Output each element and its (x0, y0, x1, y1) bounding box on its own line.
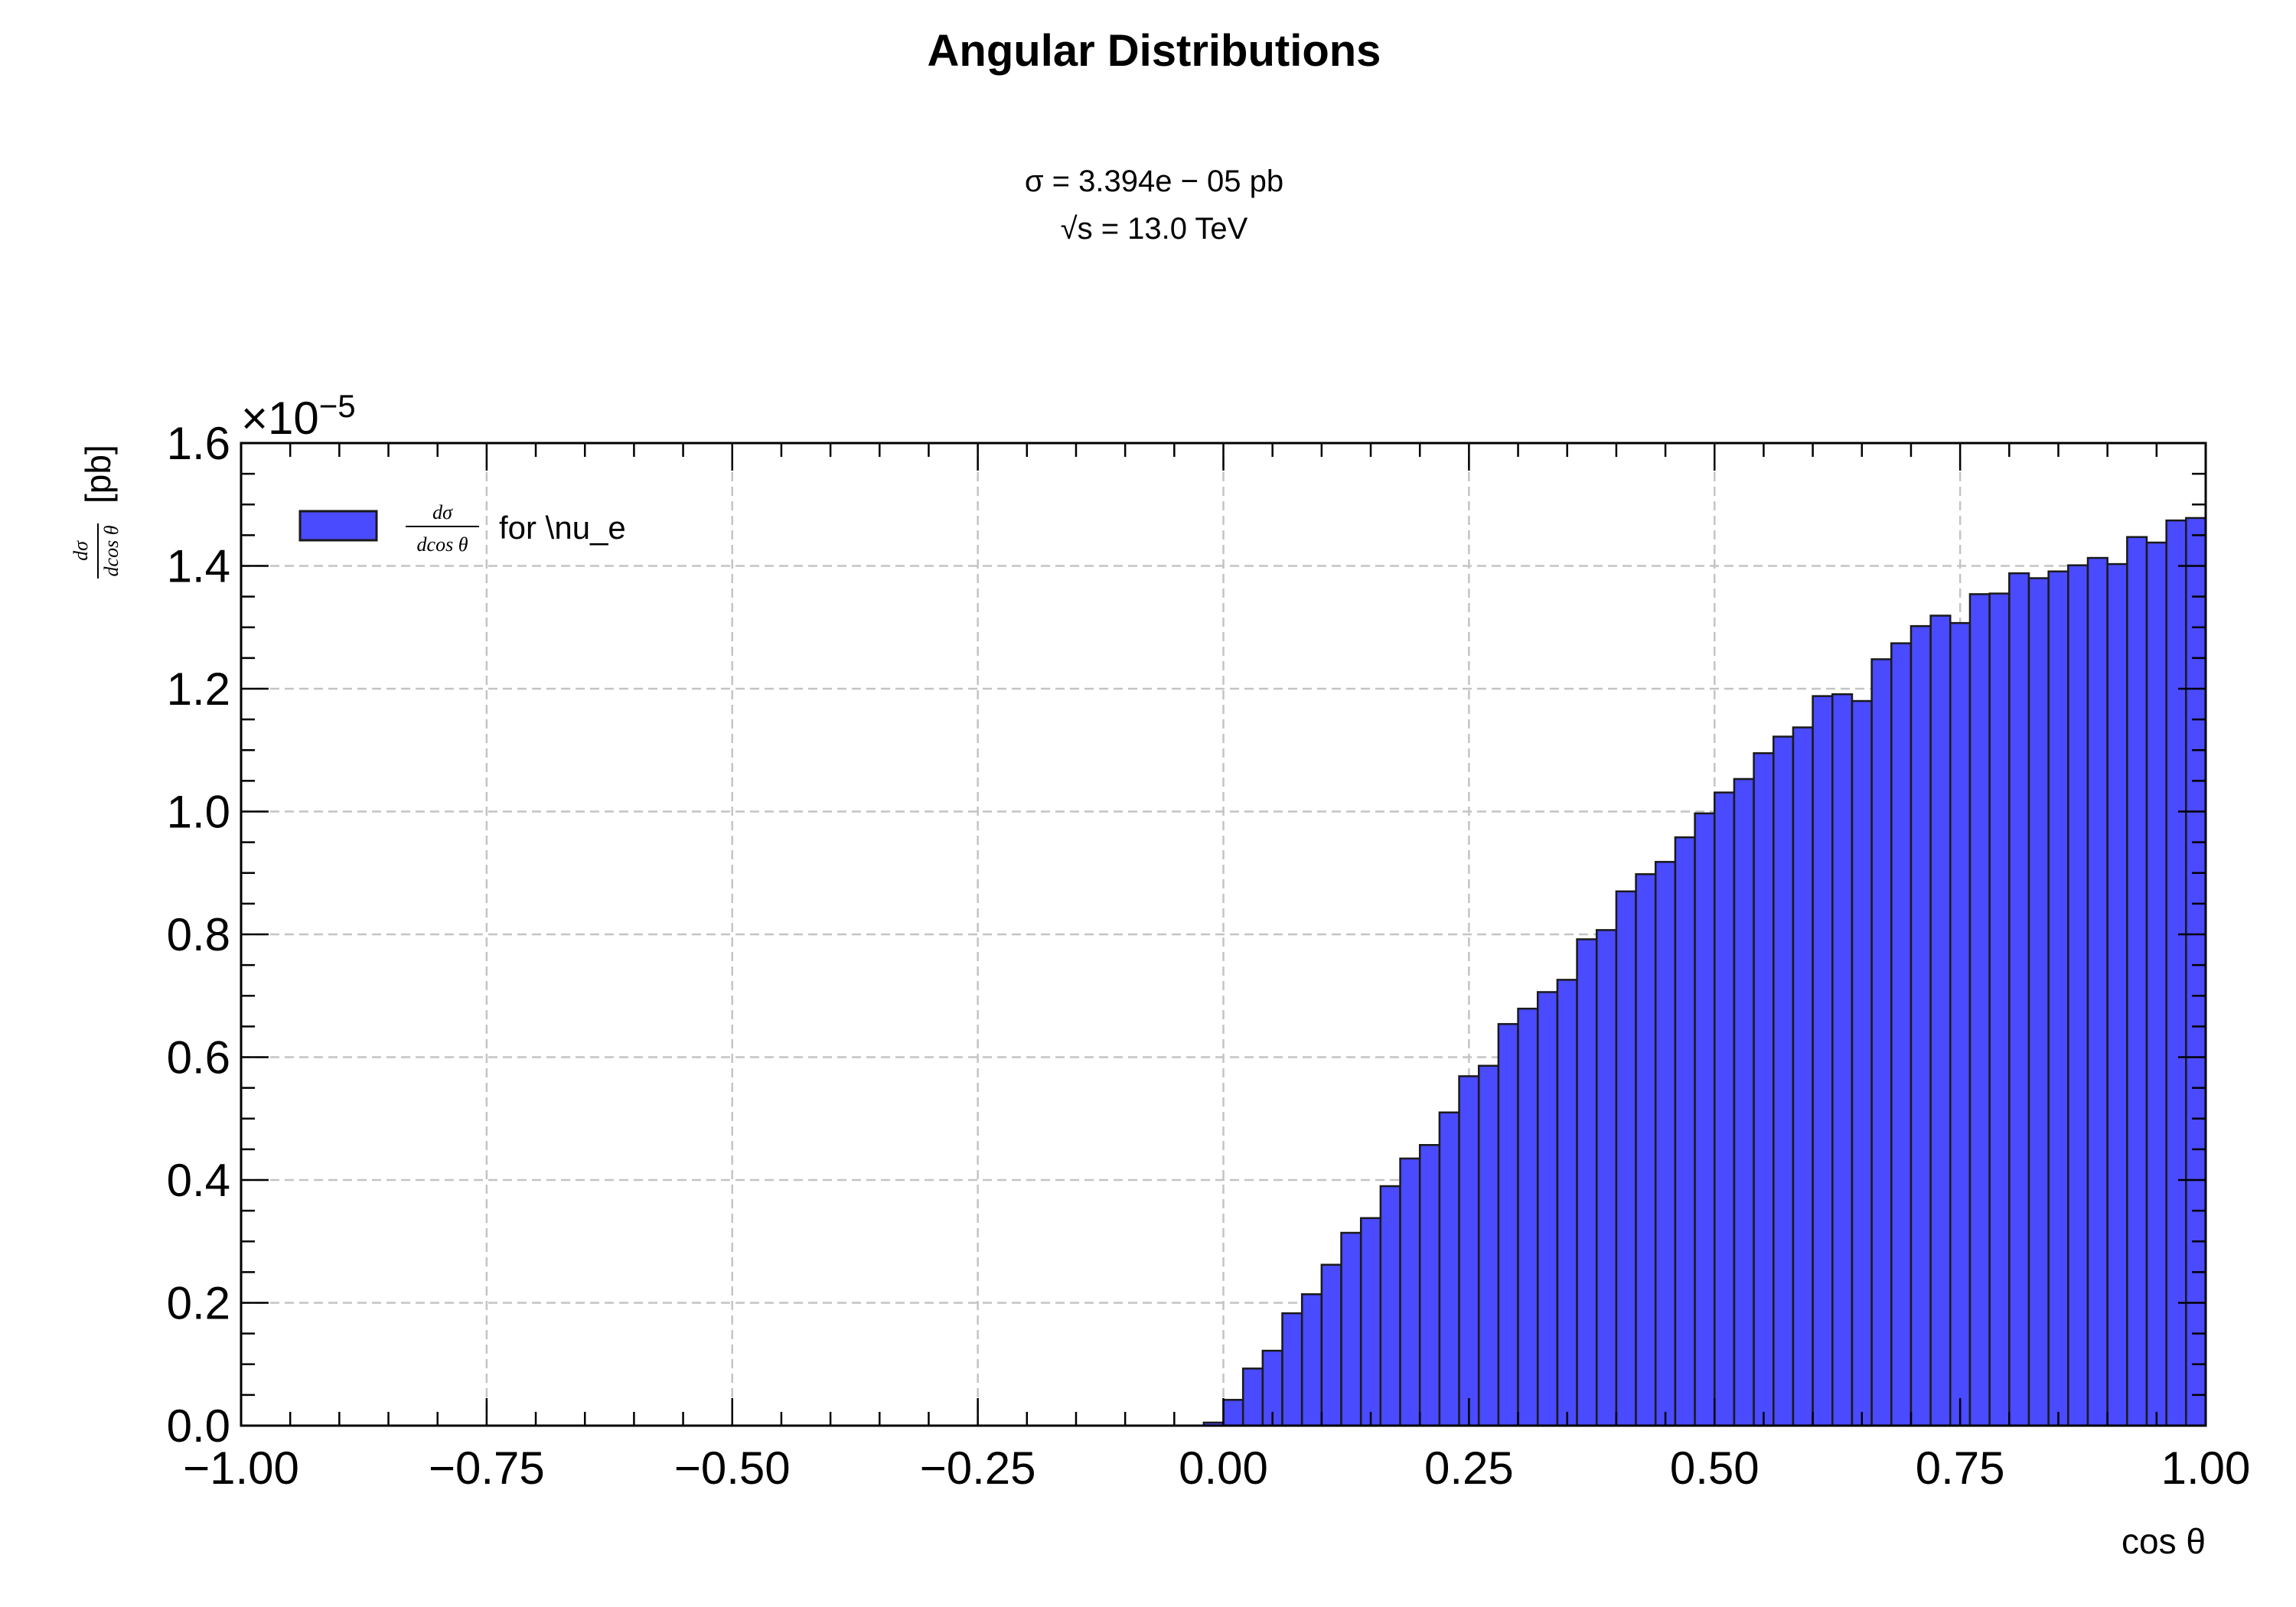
x-tick-label: −0.50 (674, 1442, 791, 1494)
histogram-bar (1870, 658, 1893, 1427)
svg-text:[pb]: [pb] (78, 445, 118, 504)
cross-section-label: σ = 3.394e − 05 pb (1025, 165, 1283, 198)
histogram-bar (1340, 1231, 1362, 1427)
histogram-bar (2027, 577, 2050, 1427)
histogram-bar (2067, 564, 2089, 1427)
histogram-bar (1300, 1293, 1323, 1427)
histogram-bar (1890, 642, 1913, 1427)
y-tick-labels: 0.0 0.2 0.4 0.6 0.8 1.0 1.2 1.4 1.6 (167, 418, 230, 1452)
histogram-bar (1497, 1022, 1519, 1427)
chart-title: Angular Distributions (928, 26, 1381, 76)
svg-text:dσ: dσ (70, 540, 92, 561)
histogram-bar (1910, 624, 1932, 1427)
axis-ticks (240, 442, 2207, 1427)
svg-text:dcos θ: dcos θ (100, 525, 122, 576)
y-tick-label: 0.8 (167, 909, 230, 960)
histogram-bar (1949, 621, 1971, 1427)
legend-label: for \nu_e (499, 510, 626, 546)
y-axis-label: dσ dcos θ [pb] (70, 445, 122, 579)
histogram-bar (1733, 777, 1755, 1427)
histogram-bar (1792, 726, 1814, 1427)
histogram-bar (1241, 1367, 1264, 1427)
histogram-bar (1379, 1185, 1401, 1427)
energy-label: √s = 13.0 TeV (1061, 212, 1248, 246)
x-tick-label: 0.50 (1670, 1442, 1760, 1494)
y-tick-label: 0.4 (167, 1155, 230, 1206)
histogram-bar (1674, 836, 1696, 1427)
histogram-bar (1753, 752, 1775, 1427)
x-axis-label: cos θ (2122, 1521, 2206, 1561)
histogram-bar (1968, 593, 1991, 1427)
histogram-bar (1929, 614, 1952, 1427)
histogram-bars (1202, 517, 2207, 1427)
histogram-bar (2185, 517, 2207, 1427)
histogram-bar (2145, 541, 2167, 1427)
x-tick-label: 0.75 (1916, 1442, 2005, 1494)
histogram-bar (1438, 1111, 1460, 1427)
histogram-bar (2165, 519, 2187, 1427)
y-tick-label: 0.6 (167, 1032, 230, 1084)
histogram-bar (1517, 1007, 1539, 1427)
y-tick-label: 1.6 (167, 418, 230, 469)
x-tick-label: 0.25 (1424, 1442, 1514, 1494)
histogram-bar (1812, 695, 1834, 1427)
histogram-bar (2008, 572, 2030, 1427)
y-tick-label: 1.0 (167, 787, 230, 838)
histogram-bar (1654, 861, 1677, 1427)
y-tick-label: 1.2 (167, 663, 230, 715)
x-tick-label: 1.00 (2161, 1442, 2251, 1494)
histogram-bar (1773, 735, 1795, 1427)
histogram-bar (1320, 1263, 1342, 1427)
y-tick-label: 1.4 (167, 541, 230, 592)
x-tick-label: −0.25 (920, 1442, 1036, 1494)
histogram-bar (1399, 1157, 1421, 1427)
histogram-bar (1477, 1064, 1500, 1427)
histogram-bar (2106, 562, 2128, 1427)
histogram-bar (1851, 699, 1873, 1427)
y-tick-label: 0.0 (167, 1400, 230, 1452)
x-tick-label: 0.00 (1179, 1442, 1268, 1494)
histogram-bar (1635, 873, 1657, 1427)
x-tick-label: −0.75 (429, 1442, 545, 1494)
y-tick-label: 0.2 (167, 1278, 230, 1329)
legend: dσ dcos θ for \nu_e (298, 501, 626, 556)
histogram-bar (1281, 1312, 1303, 1427)
histogram-bar (1615, 890, 1637, 1427)
histogram-bar (1595, 929, 1618, 1427)
histogram-bar (1694, 812, 1716, 1427)
legend-frac-numerator: dσ (432, 501, 453, 523)
histogram-bar (1418, 1144, 1441, 1427)
x-tick-label: −1.00 (183, 1442, 299, 1494)
histogram-bar (1714, 791, 1736, 1427)
histogram-bar (1359, 1217, 1382, 1427)
histogram-bar (2047, 570, 2069, 1427)
histogram-bar (1222, 1399, 1244, 1427)
x-tick-labels: −1.00 −0.75 −0.50 −0.25 0.00 0.25 0.50 0.75 1.00 (183, 1442, 2250, 1494)
histogram-bar (1458, 1075, 1480, 1427)
histogram-bar (1556, 979, 1578, 1427)
legend-swatch (298, 510, 378, 542)
histogram-bar (1536, 991, 1559, 1427)
histogram-bar (1576, 938, 1598, 1427)
histogram-bar (2126, 536, 2148, 1427)
plot-frame (240, 442, 2207, 1427)
histogram-bar (1831, 693, 1854, 1427)
histogram-bar (2086, 556, 2108, 1427)
y-axis-multiplier: ×10−5 (241, 388, 356, 444)
legend-frac-denominator: dcos θ (417, 533, 468, 556)
histogram-bar (1988, 592, 2011, 1427)
